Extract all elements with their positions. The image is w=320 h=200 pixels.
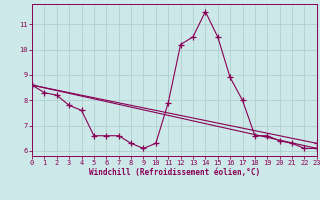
X-axis label: Windchill (Refroidissement éolien,°C): Windchill (Refroidissement éolien,°C) <box>89 168 260 177</box>
